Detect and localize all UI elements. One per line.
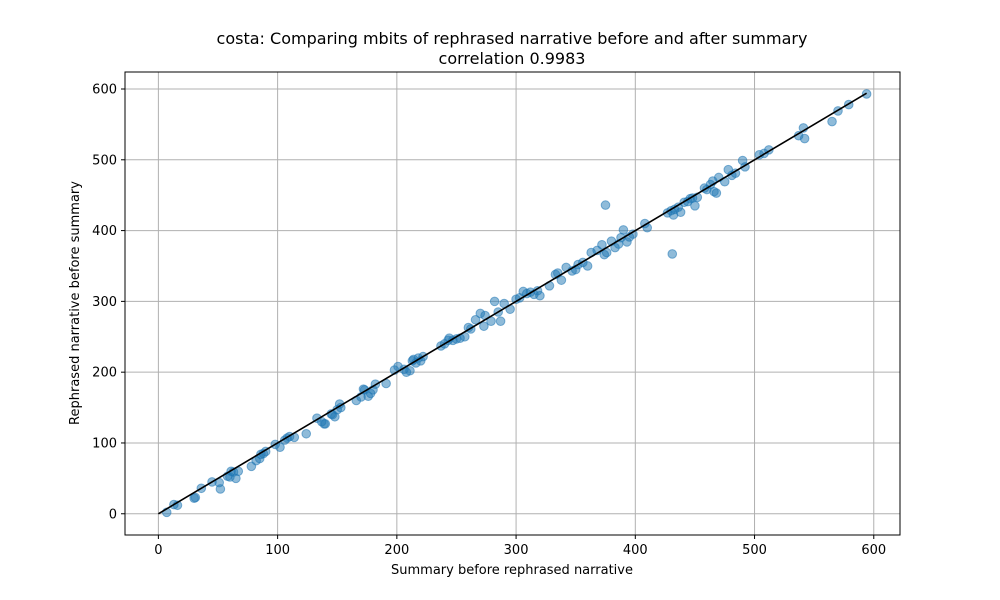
- x-tick-label: 400: [623, 543, 648, 558]
- data-point: [711, 188, 722, 198]
- plot-frame: [124, 71, 901, 536]
- data-point: [667, 249, 678, 259]
- axis-ticks: 0 100 200 300 400 500 600 0 100 200 300 400 500 600: [92, 82, 886, 558]
- y-tick-label: 100: [92, 436, 117, 451]
- x-tick-label: 500: [742, 543, 767, 558]
- chart-title: costa: Comparing mbits of rephrased narr…: [217, 29, 808, 48]
- data-point: [495, 316, 506, 326]
- x-tick-label: 100: [265, 543, 290, 558]
- data-point: [690, 201, 700, 211]
- data-point: [470, 314, 481, 325]
- reference-line-group: [157, 92, 868, 515]
- data-point: [405, 365, 415, 376]
- y-tick-label: 200: [92, 366, 117, 381]
- data-point: [600, 200, 611, 210]
- grid: [125, 72, 900, 535]
- data-point: [320, 419, 331, 429]
- data-point: [618, 225, 629, 235]
- x-tick-label: 0: [154, 543, 162, 558]
- data-point: [275, 442, 285, 453]
- data-point: [827, 116, 837, 127]
- data-point: [799, 133, 810, 144]
- chart-subtitle: correlation 0.9983: [439, 49, 586, 68]
- y-tick-label: 500: [92, 153, 117, 168]
- data-point: [597, 239, 607, 250]
- data-point: [675, 207, 686, 217]
- data-point: [479, 321, 489, 331]
- y-tick-label: 0: [109, 507, 117, 522]
- data-point: [556, 275, 567, 285]
- x-tick-label: 200: [384, 543, 409, 558]
- x-tick-label: 600: [861, 543, 886, 558]
- y-tick-label: 600: [92, 82, 117, 97]
- data-point: [489, 296, 500, 307]
- data-point: [582, 261, 593, 271]
- data-point: [301, 428, 312, 439]
- y-tick-label: 400: [92, 224, 117, 239]
- y-axis-label: Rephrased narrative before summary: [68, 181, 83, 425]
- data-point: [215, 484, 226, 494]
- data-point: [535, 290, 545, 301]
- y-tick-label: 300: [92, 295, 117, 310]
- reference-line: [157, 92, 868, 515]
- x-axis-label: Summary before rephrased narrative: [391, 563, 633, 578]
- data-point: [190, 492, 201, 503]
- x-tick-label: 300: [504, 543, 529, 558]
